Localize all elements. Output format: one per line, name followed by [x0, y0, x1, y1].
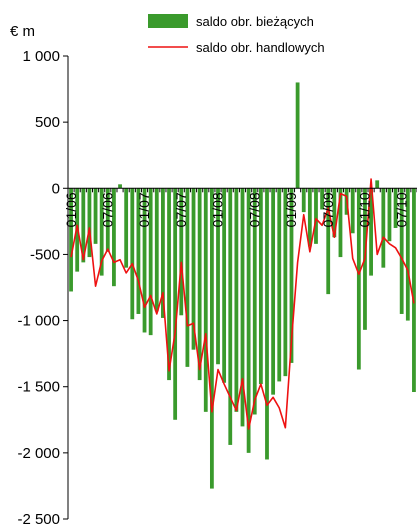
- bar: [118, 184, 122, 189]
- bar: [112, 188, 116, 287]
- bar: [277, 188, 282, 382]
- x-tick-label: 01/08: [210, 192, 226, 227]
- bar: [185, 188, 190, 367]
- y-axis-unit-label: € m: [10, 23, 35, 40]
- bar: [209, 188, 214, 489]
- x-tick-label: 07/10: [393, 192, 409, 227]
- y-tick-label: 500: [35, 114, 60, 131]
- line-series: [70, 178, 415, 430]
- bar: [350, 188, 355, 234]
- bar: [338, 188, 343, 258]
- bar: [283, 188, 288, 377]
- bar: [173, 188, 178, 420]
- bar: [258, 188, 263, 385]
- bar: [197, 188, 202, 381]
- bar: [289, 188, 294, 363]
- bar: [203, 188, 208, 412]
- bar: [93, 188, 98, 244]
- bar-series: [69, 82, 416, 489]
- bar: [124, 188, 129, 268]
- bar: [69, 188, 73, 292]
- legend-swatch-bar: [148, 14, 188, 28]
- x-tick-label: 01/06: [63, 192, 79, 227]
- bar: [75, 188, 80, 272]
- y-tick-label: -2 500: [17, 511, 60, 527]
- y-tick-label: -1 000: [17, 313, 60, 330]
- bar: [387, 188, 392, 242]
- bar: [191, 188, 196, 350]
- bar: [271, 188, 276, 395]
- axes: 1 000 500 0 -500 -1 000 -1 500 -2 000 -2 500: [17, 48, 417, 527]
- legend-label-bar: saldo obr. bieżących: [196, 14, 314, 29]
- bar: [136, 188, 141, 314]
- x-tick-label: 01/09: [283, 192, 299, 227]
- bar: [234, 188, 239, 412]
- bar: [375, 180, 380, 189]
- bar: [99, 188, 104, 276]
- bar: [265, 188, 269, 460]
- x-tick-label: 07/07: [173, 192, 189, 227]
- bar: [399, 188, 404, 314]
- y-tick-label: -500: [30, 246, 60, 263]
- x-tick-label: 07/08: [246, 192, 262, 227]
- bar: [179, 188, 184, 316]
- bar: [314, 188, 318, 244]
- legend: saldo obr. bieżących saldo obr. handlowy…: [148, 14, 325, 55]
- bar: [381, 188, 386, 268]
- x-tick-label: 07/09: [320, 192, 336, 227]
- bar: [216, 188, 220, 365]
- y-tick-label: 1 000: [22, 48, 60, 65]
- bar: [252, 188, 257, 415]
- bar: [356, 188, 361, 370]
- bar: [307, 188, 312, 247]
- bar: [240, 188, 245, 427]
- x-tick-label: 01/07: [136, 192, 152, 227]
- legend-label-line: saldo obr. handlowych: [196, 40, 325, 55]
- bar: [326, 188, 331, 295]
- bar: [130, 188, 135, 320]
- bar: [222, 188, 227, 383]
- bar: [228, 188, 233, 445]
- y-tick-label: 0: [52, 180, 60, 197]
- bar: [87, 188, 92, 258]
- bar: [393, 188, 398, 228]
- y-tick-label: -2 000: [17, 445, 60, 462]
- bar: [295, 82, 300, 189]
- bar: [332, 188, 337, 238]
- series-line: [70, 178, 415, 430]
- bar: [105, 188, 110, 252]
- bar: [167, 188, 171, 381]
- bar: [412, 188, 416, 393]
- bar: [405, 188, 410, 321]
- x-tick-labels: 01/06 07/06 01/07 07/07 01/08 07/08 01/09 07/09…: [63, 192, 410, 227]
- y-tick-label: -1 500: [17, 379, 60, 396]
- bar: [301, 188, 306, 213]
- bar: [161, 188, 165, 318]
- bar: [81, 188, 86, 263]
- x-tick-label: 07/06: [100, 192, 116, 227]
- bar: [148, 188, 153, 336]
- bar: [246, 188, 251, 453]
- bar: [142, 188, 147, 333]
- bar: [154, 188, 159, 312]
- bar: [369, 188, 373, 276]
- bar: [320, 188, 324, 210]
- x-tick-label: 01/10: [357, 192, 373, 227]
